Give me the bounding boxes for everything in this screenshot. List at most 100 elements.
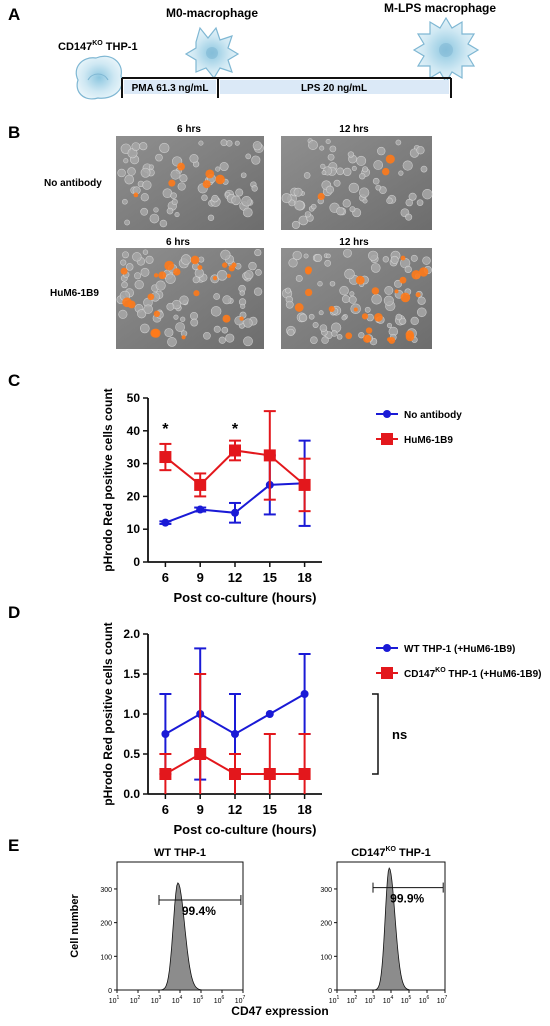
cell-shape xyxy=(167,337,177,347)
phrodo-signal xyxy=(221,262,228,268)
ns-label: ns xyxy=(392,727,407,742)
cell-shape xyxy=(336,167,344,176)
data-point xyxy=(263,768,276,780)
col-label-6h-bottom: 6 hrs xyxy=(166,237,190,248)
row-label-no-antibody: No antibody xyxy=(44,178,102,189)
cell-shape xyxy=(198,256,205,263)
phrodo-signal xyxy=(215,174,225,185)
cell-shape xyxy=(318,310,324,316)
cell-shape xyxy=(281,193,292,204)
cell-shape xyxy=(134,280,144,290)
data-point xyxy=(298,478,311,491)
phrodo-signal xyxy=(394,289,399,294)
cell-shape xyxy=(349,291,355,297)
cell-shape xyxy=(153,207,159,213)
y-tick-label: 200 xyxy=(100,921,112,928)
significance-star: * xyxy=(162,421,169,438)
cell-shape xyxy=(225,333,235,343)
cell-shape xyxy=(190,311,198,320)
cell-shape xyxy=(314,253,323,263)
x-tick-label: 106 xyxy=(214,995,225,1005)
cell-shape xyxy=(404,265,412,274)
cell-shape xyxy=(190,318,199,327)
phrodo-signal xyxy=(381,167,390,176)
cell-shape xyxy=(333,179,341,187)
panel-b: B 6 hrs 12 hrs 6 hrs 12 hrs No antibody … xyxy=(8,123,433,349)
y-tick-label: 200 xyxy=(320,921,332,928)
y-tick-label: 300 xyxy=(100,887,112,894)
row-label-hum: HuM6-1B9 xyxy=(50,288,99,299)
histogram-peak xyxy=(154,882,202,991)
cell-shape xyxy=(390,255,399,264)
cell-shape xyxy=(319,145,325,151)
cell-shape xyxy=(244,270,254,280)
x-tick-label: 15 xyxy=(263,570,277,585)
cell-shape xyxy=(125,263,134,271)
cell-shape xyxy=(123,158,129,164)
cell-shape xyxy=(165,273,176,284)
phrodo-signal xyxy=(205,169,215,179)
cell-shape xyxy=(243,318,253,328)
phrodo-signal xyxy=(228,265,235,272)
data-point xyxy=(263,449,276,462)
data-point xyxy=(159,768,172,780)
thp1-cell-icon xyxy=(75,55,123,100)
y-tick-label: 0.0 xyxy=(123,787,140,801)
cell-shape xyxy=(416,146,425,155)
cell-shape xyxy=(248,261,257,271)
cell-shape xyxy=(285,287,291,294)
cell-shape xyxy=(127,167,136,176)
legend-marker xyxy=(383,644,391,652)
cell-shape xyxy=(372,177,380,185)
cell-shape xyxy=(245,153,252,160)
cell-shape xyxy=(194,268,204,278)
phrodo-signal xyxy=(177,162,185,171)
cell-shape xyxy=(292,250,302,261)
cell-shape xyxy=(298,313,308,323)
cell-shape xyxy=(416,199,424,206)
significance-star: * xyxy=(232,421,239,438)
phrodo-signal xyxy=(120,267,128,275)
cell-shape xyxy=(321,336,329,344)
cell-shape xyxy=(362,166,369,173)
series-1 xyxy=(159,673,311,794)
cell-shape xyxy=(220,139,228,147)
phrodo-signal xyxy=(374,312,383,322)
cell-shape xyxy=(220,249,231,260)
mlps-macrophage-icon xyxy=(412,16,480,84)
gate-label: 99.9% xyxy=(390,892,424,906)
cell-shape xyxy=(120,259,127,266)
timeline xyxy=(121,77,452,98)
hist-x-axis-label: CD47 expression xyxy=(231,1004,328,1018)
panel-b-letter: B xyxy=(8,123,20,142)
cell-shape xyxy=(143,304,153,314)
phrodo-signal xyxy=(365,327,373,334)
cell-shape xyxy=(370,263,381,273)
cell-shape xyxy=(368,250,379,261)
cell-shape xyxy=(325,138,331,145)
phrodo-signal xyxy=(127,300,136,309)
phrodo-signal xyxy=(153,273,159,278)
x-tick-label: 15 xyxy=(263,802,277,817)
x-tick-label: 105 xyxy=(401,995,412,1005)
cell-shape xyxy=(242,207,253,218)
cell-shape xyxy=(326,185,335,194)
cell-shape xyxy=(356,155,367,166)
chart-c: 0 10 20 30 40 50 6 9 12 15 18 Post co-culture (hour… xyxy=(101,388,462,605)
cell-shape xyxy=(211,194,219,203)
data-point xyxy=(194,478,207,491)
cell-shape xyxy=(218,336,226,344)
chart-d: 0.0 0.5 1.0 1.5 2.0 6 9 12 15 18 Post co-culture (… xyxy=(101,622,542,837)
y-tick-label: 100 xyxy=(100,954,112,961)
x-axis-label: Post co-culture (hours) xyxy=(173,822,316,837)
panel-e-letter: E xyxy=(8,836,19,855)
cell-shape xyxy=(210,306,222,317)
cell-shape xyxy=(192,276,200,284)
cell-shape xyxy=(348,295,357,304)
chart-e: 99.4% 0 100 200 300 101 102 103 104 105 106 107 WT T… xyxy=(69,846,448,1018)
cell-shape xyxy=(336,334,343,340)
cell-shape xyxy=(124,219,130,226)
cell-shape xyxy=(303,253,309,259)
x-tick-label: 18 xyxy=(297,802,311,817)
cell-shape xyxy=(321,170,327,176)
